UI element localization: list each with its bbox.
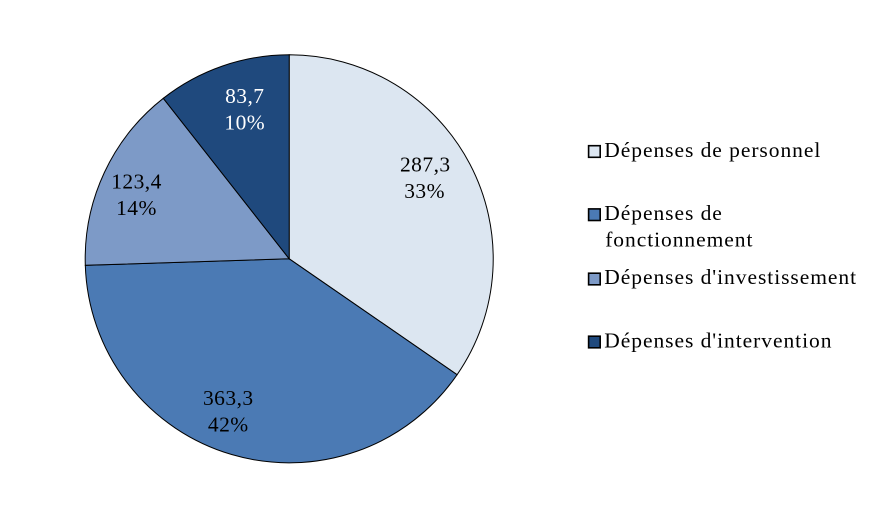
svg-text:Dépenses d'investissement: Dépenses d'investissement bbox=[604, 265, 857, 289]
svg-text:Dépenses d'intervention: Dépenses d'intervention bbox=[604, 329, 832, 353]
svg-text:10%: 10% bbox=[224, 110, 265, 134]
svg-text:42%: 42% bbox=[208, 413, 249, 437]
svg-text:33%: 33% bbox=[404, 179, 445, 203]
svg-text:Dépenses de: Dépenses de bbox=[604, 201, 723, 225]
svg-text:363,3: 363,3 bbox=[203, 386, 254, 410]
svg-text:123,4: 123,4 bbox=[111, 170, 162, 194]
svg-text:287,3: 287,3 bbox=[400, 152, 451, 176]
svg-text:14%: 14% bbox=[116, 196, 157, 220]
svg-text:fonctionnement: fonctionnement bbox=[605, 228, 753, 252]
svg-text:83,7: 83,7 bbox=[225, 84, 264, 108]
svg-text:Dépenses de personnel: Dépenses de personnel bbox=[604, 138, 821, 162]
